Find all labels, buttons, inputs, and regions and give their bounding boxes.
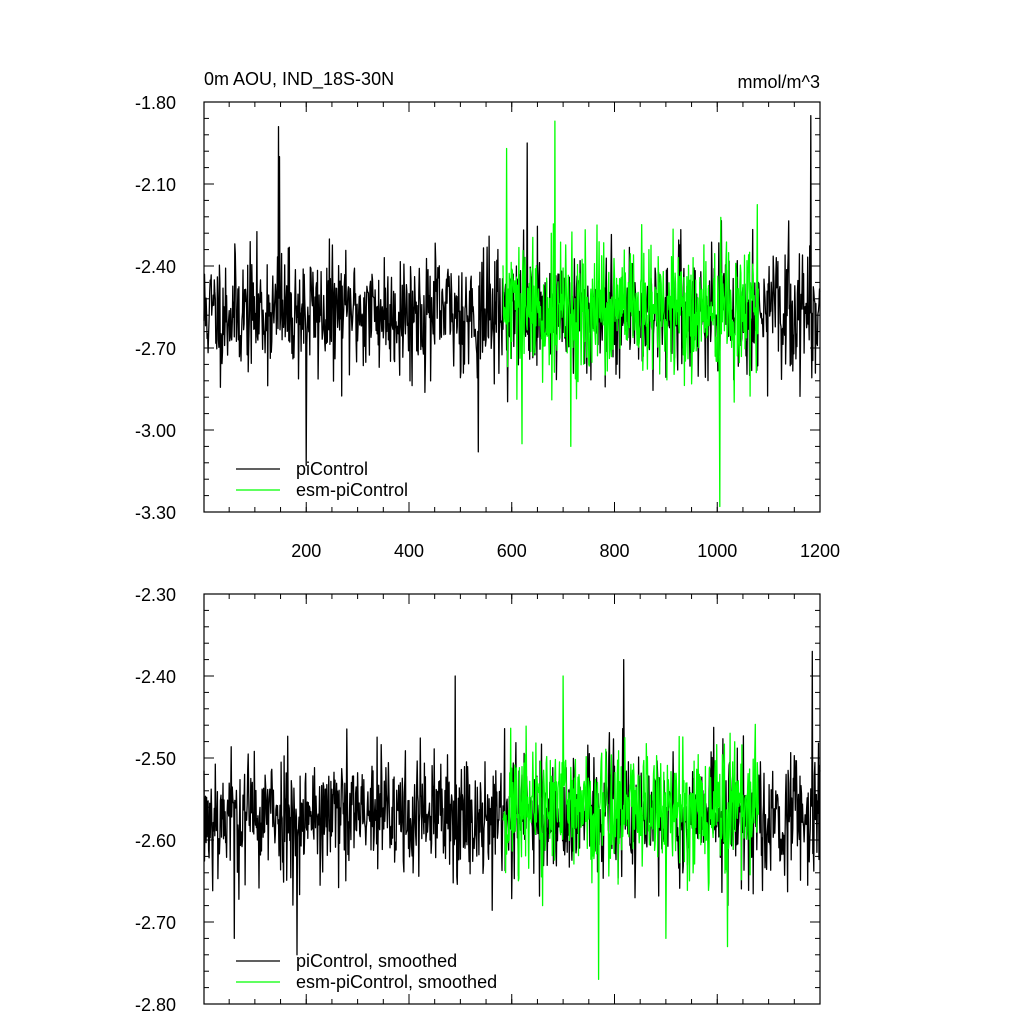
top-panel: -3.30 -3.00 -2.70 -2.40 -2.10 -1.80 200 400 600 8… [135, 93, 840, 561]
legend-label: piControl [296, 459, 368, 479]
y-tick-label: -2.80 [135, 995, 176, 1015]
figure-title: 0m AOU, IND_18S-30N [204, 69, 394, 90]
x-tick-label: 600 [497, 541, 527, 561]
y-tick-label: -2.40 [135, 257, 176, 277]
y-tick-label: -2.10 [135, 175, 176, 195]
legend-label: piControl, smoothed [296, 951, 457, 971]
y-tick-label: -1.80 [135, 93, 176, 113]
y-tick-label: -2.50 [135, 749, 176, 769]
x-tick-label: 400 [394, 541, 424, 561]
bottom-panel: -2.80 -2.70 -2.60 -2.50 -2.40 -2.30 piControl,… [135, 585, 821, 1015]
x-tick-label: 200 [291, 541, 321, 561]
series-line-esm-picontrol-smoothed [502, 675, 759, 981]
y-tick-label: -3.30 [135, 503, 176, 523]
y-tick-label: -2.70 [135, 913, 176, 933]
y-tick-label: -3.00 [135, 421, 176, 441]
y-tick-label: -2.70 [135, 339, 176, 359]
x-tick-label: 800 [599, 541, 629, 561]
y-tick-label: -2.60 [135, 831, 176, 851]
x-tick-label: 1000 [697, 541, 737, 561]
units-label: mmol/m^3 [738, 72, 820, 92]
x-tick-label: 1200 [800, 541, 840, 561]
series-line-esm-picontrol [502, 120, 759, 508]
legend-label: esm-piControl [296, 480, 408, 500]
legend-label: esm-piControl, smoothed [296, 972, 497, 992]
y-tick-label: -2.40 [135, 667, 176, 687]
y-tick-label: -2.30 [135, 585, 176, 605]
